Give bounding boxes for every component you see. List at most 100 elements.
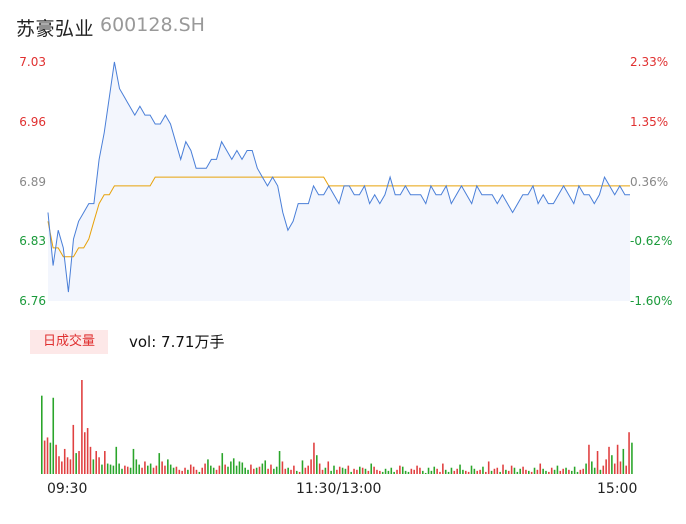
volume-bar xyxy=(496,467,499,474)
volume-bar xyxy=(41,395,43,474)
volume-bars xyxy=(41,380,633,474)
volume-bar xyxy=(433,466,436,474)
volume-summary: vol: 7.71万手 xyxy=(129,333,225,351)
volume-bar xyxy=(559,470,562,474)
volume-bar xyxy=(69,459,72,474)
volume-bar xyxy=(410,468,413,474)
volume-bar xyxy=(487,461,490,474)
volume-bar xyxy=(147,465,149,474)
volume-bar xyxy=(393,471,395,474)
volume-bar xyxy=(310,459,312,474)
volume-bar xyxy=(61,461,63,474)
volume-bar xyxy=(290,469,292,474)
volume-bar xyxy=(459,464,461,474)
price-line xyxy=(47,61,630,293)
volume-bar xyxy=(605,459,607,474)
volume-bar xyxy=(55,444,57,474)
volume-bar xyxy=(436,468,438,474)
y-tick-right: 1.35% xyxy=(630,114,669,129)
volume-bar xyxy=(155,465,158,474)
volume-bar xyxy=(184,467,186,474)
volume-bar xyxy=(201,467,204,474)
volume-bar xyxy=(207,459,209,474)
volume-bar xyxy=(553,469,556,474)
volume-bar xyxy=(510,465,513,474)
volume-bar xyxy=(98,457,100,474)
volume-bar xyxy=(46,437,49,474)
volume-bar xyxy=(513,467,516,474)
y-tick-left: 6.89 xyxy=(19,174,46,189)
volume-bar xyxy=(336,469,338,474)
volume-bar xyxy=(210,465,212,474)
volume-bar xyxy=(149,463,152,474)
volume-bar xyxy=(516,471,519,474)
volume-bar xyxy=(63,448,66,474)
volume-bar xyxy=(293,465,295,474)
volume-bar xyxy=(324,467,327,474)
volume-bar xyxy=(341,467,344,474)
volume-bar xyxy=(502,464,504,474)
volume-bar xyxy=(43,440,46,474)
volume-bar xyxy=(376,469,378,474)
volume-bar xyxy=(562,468,564,474)
volume-bar xyxy=(556,465,559,474)
volume-bar xyxy=(189,464,192,474)
volume-bar xyxy=(338,466,341,474)
volume-bar xyxy=(499,471,501,474)
volume-bar xyxy=(347,465,350,474)
stock-name: 苏豪弘业 xyxy=(16,18,95,40)
volume-bar xyxy=(235,465,238,474)
x-tick: 15:00 xyxy=(597,481,638,497)
volume-bar xyxy=(83,432,86,474)
volume-bar xyxy=(476,470,479,474)
volume-bar xyxy=(129,467,132,474)
volume-bar xyxy=(628,432,630,474)
volume-bar xyxy=(72,424,75,474)
volume-bar xyxy=(267,468,269,474)
volume-bar xyxy=(427,467,430,474)
volume-bar xyxy=(444,469,447,474)
volume-bar xyxy=(106,463,109,474)
volume-bar xyxy=(241,462,244,474)
volume-bar xyxy=(602,465,605,474)
stock-code: 600128.SH xyxy=(100,14,205,36)
volume-bar xyxy=(58,456,60,474)
volume-bar xyxy=(152,467,155,474)
volume-bar xyxy=(528,470,530,474)
volume-bar xyxy=(164,465,166,474)
volume-bar xyxy=(613,463,616,474)
volume-bar xyxy=(467,471,470,474)
volume-bar xyxy=(221,453,224,474)
volume-bar xyxy=(295,470,298,474)
volume-bar xyxy=(301,460,304,474)
volume-bar xyxy=(275,466,278,474)
volume-bar xyxy=(261,463,264,474)
volume-bar xyxy=(599,469,602,474)
volume-bar xyxy=(525,469,527,474)
volume-bar xyxy=(479,469,481,474)
volume-bar xyxy=(250,464,252,474)
volume-bar xyxy=(141,467,143,474)
volume-bar xyxy=(381,471,384,474)
volume-bar xyxy=(49,442,52,474)
volume-bar xyxy=(456,468,458,474)
volume-bar xyxy=(430,470,433,474)
volume-bar xyxy=(101,464,103,474)
volume-bar xyxy=(507,470,510,474)
volume-bar xyxy=(178,469,181,474)
volume-bar xyxy=(482,466,484,474)
volume-bar xyxy=(593,467,596,474)
volume-bar xyxy=(333,465,335,474)
volume-bar xyxy=(588,444,590,474)
y-tick-right: -1.60% xyxy=(630,294,673,308)
volume-bar xyxy=(519,468,521,474)
volume-bar xyxy=(195,469,198,474)
volume-bar xyxy=(367,470,370,474)
volume-bar xyxy=(565,467,567,474)
volume-bar xyxy=(401,466,404,474)
volume-bar xyxy=(167,459,169,474)
volume-badge[interactable]: 日成交量 xyxy=(30,330,108,354)
volume-bar xyxy=(493,468,496,474)
volume-bar xyxy=(78,451,80,474)
volume-bar xyxy=(582,468,585,474)
